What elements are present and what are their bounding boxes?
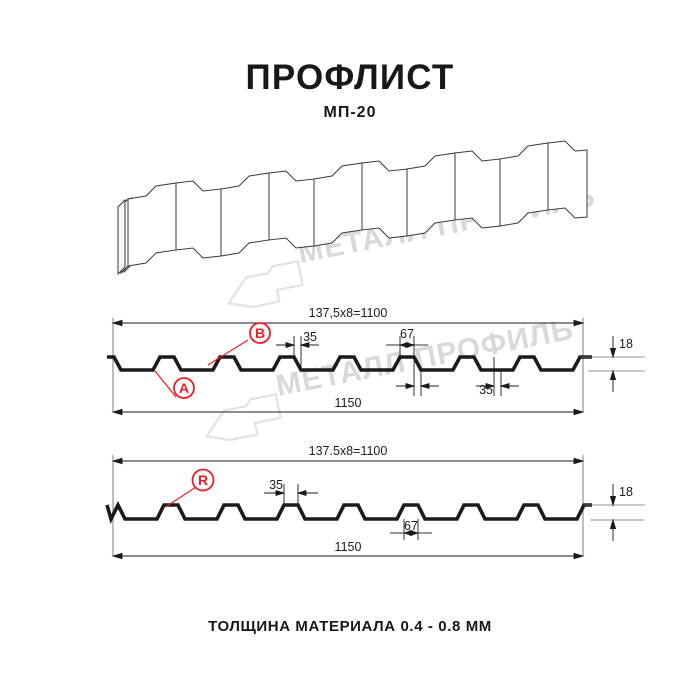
dim-valley-top-label: 67: [400, 327, 414, 341]
material-thickness-label: ТОЛЩИНА МАТЕРИАЛА 0.4 - 0.8 ММ: [208, 618, 492, 635]
dim-rib-bottom-diagram-label: 35: [269, 478, 283, 492]
dim-working-width-bottom: [111, 457, 585, 465]
marker-b-label: B: [255, 325, 265, 341]
dim-total-width-bottom-label: 1150: [335, 540, 362, 554]
dim-height-bottom-label: 18: [619, 485, 633, 499]
extension-lines-top: [112, 318, 584, 412]
dim-total-width-bottom: [111, 552, 585, 560]
marker-r: R: [166, 468, 215, 507]
dim-valley-bottom: [390, 519, 432, 540]
page-subtitle: МП-20: [323, 104, 377, 121]
dim-working-width-bottom-label: 137.5x8=1100: [309, 444, 388, 458]
dim-valley-bottom-label: 67: [404, 519, 418, 533]
dim-height-top: [609, 336, 617, 392]
marker-a-label: A: [179, 380, 189, 396]
reference-lines-top: [580, 356, 645, 372]
dim-working-width-top: [111, 319, 585, 327]
dim-total-width-top-label: 1150: [335, 396, 362, 410]
marker-b: B: [207, 322, 271, 366]
dim-total-width-top: [111, 408, 585, 416]
profile-outline-top: [107, 355, 592, 372]
dim-working-width-top-label: 137,5x8=1100: [309, 306, 388, 320]
dim-rib-bottom-diagram: [264, 484, 318, 505]
dim-rib-bottom-right: [476, 357, 519, 396]
profile-outline-bottom: [105, 500, 592, 524]
dim-valley-top: [386, 336, 428, 357]
dim-rib-top-label: 35: [303, 330, 317, 344]
dim-height-top-label: 18: [619, 337, 633, 351]
reference-lines-bottom: [584, 504, 645, 521]
dim-rib-top: [276, 336, 319, 370]
dim-height-bottom: [609, 484, 617, 541]
page-title: ПРОФЛИСТ: [245, 58, 455, 97]
marker-r-label: R: [198, 472, 208, 488]
dim-rib-bottom: [396, 357, 439, 396]
marker-a: A: [154, 370, 195, 399]
corrugation-body: [127, 140, 588, 267]
